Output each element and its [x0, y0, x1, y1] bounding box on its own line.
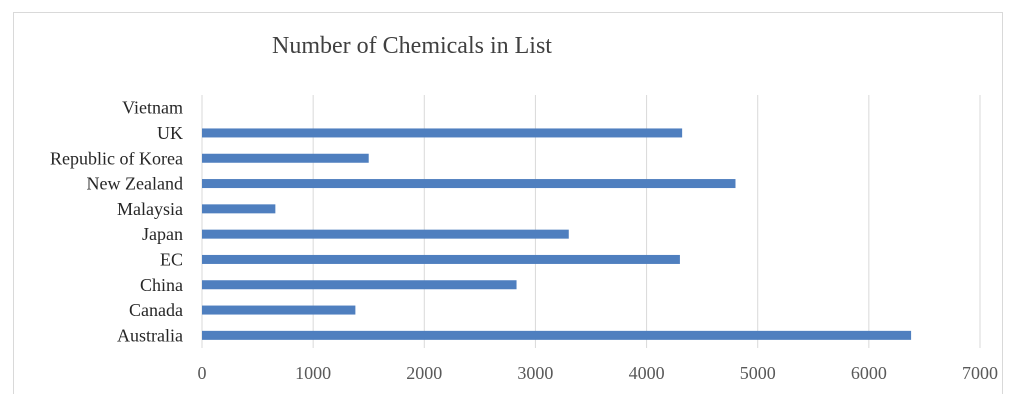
bar-australia [202, 330, 912, 340]
x-tick-label: 3000 [517, 363, 553, 383]
category-labels: Australia Canada China EC Japan Malaysia New Z… [50, 98, 183, 346]
x-tick-label: 4000 [629, 363, 665, 383]
category-label: UK [157, 123, 183, 143]
chart-title: Number of Chemicals in List [272, 33, 552, 59]
category-label: Malaysia [117, 199, 183, 219]
bar-canada [202, 305, 356, 315]
x-tick-labels: 0 1000 2000 3000 4000 5000 6000 7000 [198, 363, 999, 383]
x-tick-label: 2000 [406, 363, 442, 383]
category-label: Canada [129, 300, 183, 320]
x-tick-label: 0 [198, 363, 207, 383]
chart-frame [13, 12, 1003, 394]
x-tick-label: 7000 [962, 363, 998, 383]
x-tick-label: 6000 [851, 363, 887, 383]
category-label: Japan [142, 224, 183, 244]
bar-new-zealand [202, 179, 736, 189]
category-label: Republic of Korea [50, 148, 183, 168]
category-label: China [140, 275, 183, 295]
bars [202, 128, 912, 340]
bar-ec [202, 254, 680, 264]
category-label: Vietnam [122, 98, 183, 118]
category-label: New Zealand [87, 174, 183, 194]
bar-japan [202, 229, 569, 239]
x-tick-label: 1000 [295, 363, 331, 383]
bar-uk [202, 128, 683, 138]
bar-malaysia [202, 204, 276, 214]
category-label: Australia [117, 325, 183, 345]
bar-republic-of-korea [202, 153, 369, 163]
x-tick-label: 5000 [740, 363, 776, 383]
bar-china [202, 280, 517, 290]
category-label: EC [160, 249, 183, 269]
